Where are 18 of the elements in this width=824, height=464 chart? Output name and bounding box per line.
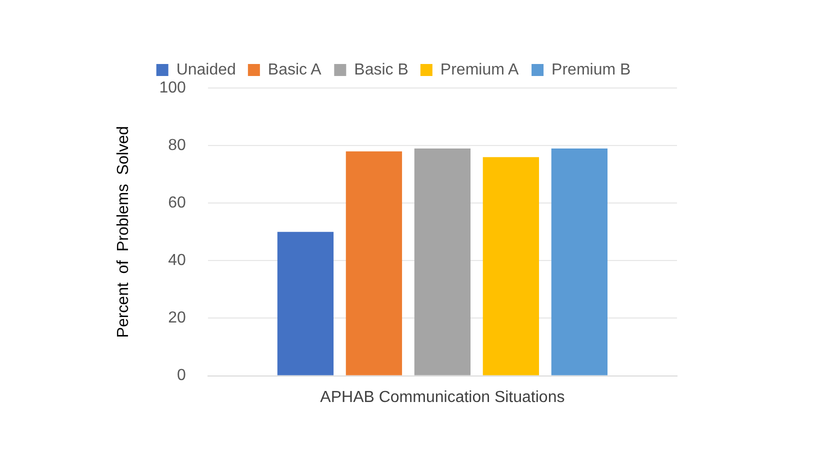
- y-axis-title: Percent of Problems Solved: [115, 126, 132, 338]
- bar: [551, 148, 608, 376]
- y-tick-label: 60: [168, 194, 186, 212]
- legend-label: Basic A: [268, 61, 322, 78]
- legend-label: Premium B: [552, 61, 631, 78]
- legend-label: Premium A: [440, 61, 519, 78]
- legend-label: Basic B: [354, 61, 408, 78]
- y-tick-label: 80: [168, 136, 186, 154]
- y-tick-label: 0: [176, 367, 186, 384]
- legend-label: Unaided: [176, 61, 236, 78]
- bar: [346, 151, 402, 376]
- bar: [482, 157, 540, 376]
- y-tick-label: 40: [168, 252, 186, 270]
- bar: [414, 148, 471, 376]
- y-tick-label: 20: [168, 310, 186, 327]
- x-tick-label: APHAB Communication Situations: [320, 388, 565, 406]
- y-tick-label: 100: [159, 79, 186, 96]
- bar: [277, 232, 334, 376]
